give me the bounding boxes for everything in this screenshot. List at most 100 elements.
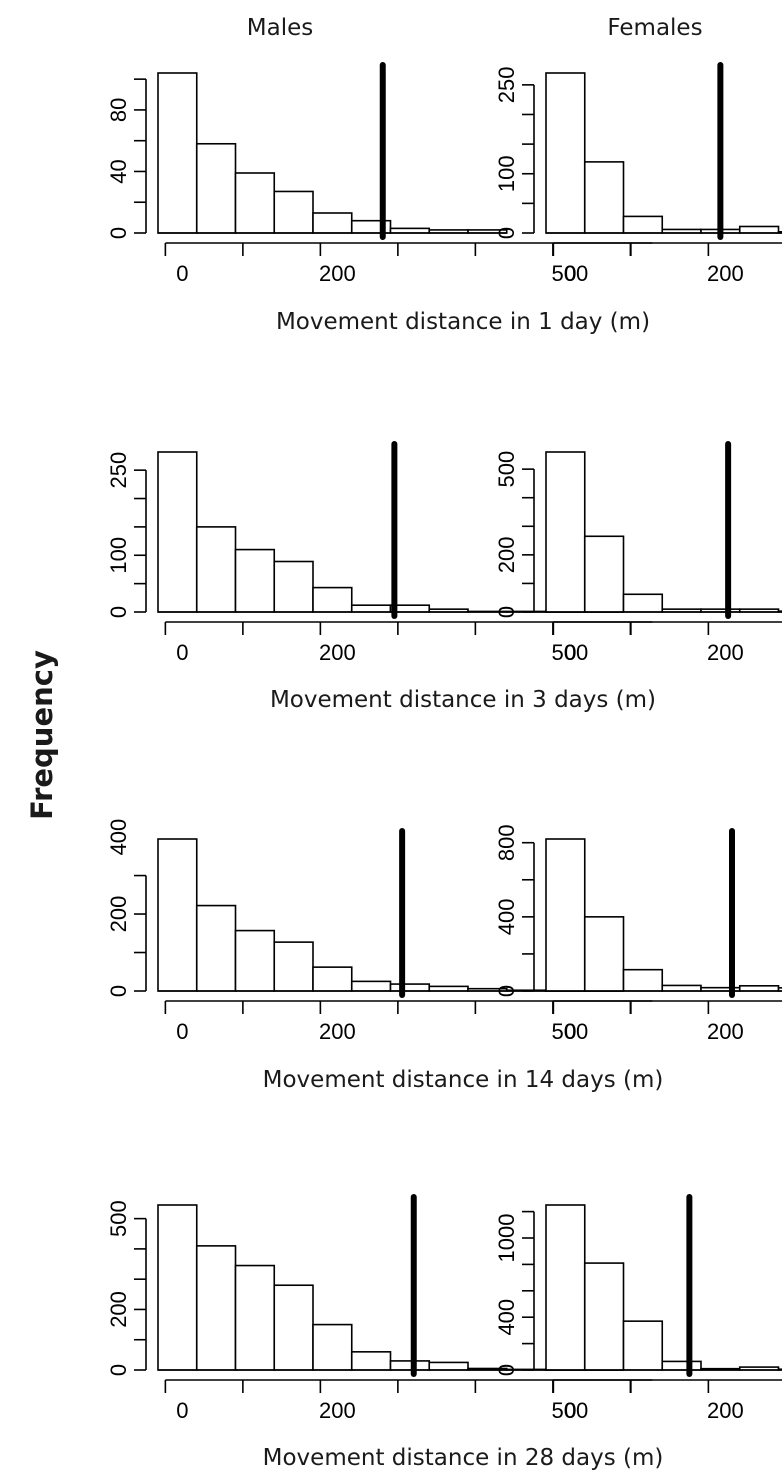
histogram-bar [350, 604, 392, 613]
column-title-females: Females [607, 15, 702, 41]
histogram-bar [234, 548, 276, 613]
x-tick-label: 200 [707, 1019, 744, 1044]
y-tick-label: 500 [494, 451, 519, 488]
histogram-bar [583, 1262, 625, 1371]
y-tick-label: 200 [494, 536, 519, 573]
x-tick-label: 200 [707, 1398, 744, 1423]
histogram-bar [661, 984, 702, 992]
histogram-bar [389, 983, 431, 992]
histogram-bar [273, 941, 314, 992]
x-tick-label: 200 [319, 1398, 356, 1423]
histogram-bar [157, 1204, 198, 1371]
panel-5: 0 400 800 0 200 500 [494, 824, 782, 1044]
histogram-bar [545, 1204, 586, 1371]
histogram-bar [389, 1360, 431, 1371]
histogram-bar [234, 929, 276, 992]
histogram-bar [545, 451, 586, 613]
row-label-3-days: Movement distance in 3 days (m) [270, 687, 656, 713]
row-label-28-days: Movement distance in 28 days (m) [263, 1445, 664, 1471]
x-tick-label: 500 [552, 1398, 589, 1423]
y-tick-label: 0 [106, 606, 131, 618]
histogram-bar [312, 1323, 353, 1371]
x-tick-label: 500 [552, 1019, 589, 1044]
x-tick-label: 0 [564, 1398, 576, 1423]
x-tick-label: 500 [552, 640, 589, 665]
y-tick-label: 400 [106, 819, 131, 856]
x-tick-label: 0 [564, 640, 576, 665]
y-tick-label: 800 [494, 824, 519, 861]
histogram-bar [545, 72, 586, 234]
y-tick-label: 0 [494, 985, 519, 997]
y-tick-label: 1000 [494, 1214, 519, 1263]
panel-1: 0 100 250 0 200 500 [494, 62, 782, 286]
histogram-bar [583, 161, 625, 234]
panels-group: 0408002005000100250020050001002500200500… [106, 62, 782, 1423]
histogram-bar [195, 526, 237, 613]
x-tick-label: 0 [176, 1398, 188, 1423]
column-title-males: Males [247, 15, 313, 41]
histogram-bar [195, 142, 237, 234]
x-tick-label: 500 [552, 261, 589, 286]
histogram-bar [157, 72, 198, 234]
histogram-bar [661, 1360, 702, 1371]
y-tick-label: 0 [106, 985, 131, 997]
y-tick-label: 0 [494, 606, 519, 618]
histogram-bar [622, 593, 664, 613]
x-tick-label: 200 [707, 261, 744, 286]
histogram-bar [738, 225, 780, 234]
row-label-1-day: Movement distance in 1 day (m) [276, 309, 650, 335]
y-tick-label: 400 [494, 1299, 519, 1336]
y-tick-label: 40 [106, 159, 131, 183]
histogram-bar [622, 1320, 664, 1371]
histogram-bar [195, 904, 237, 992]
histogram-bar [234, 172, 276, 234]
y-tick-label: 250 [106, 452, 131, 489]
histogram-bar [350, 1351, 392, 1371]
histogram-bar [350, 980, 392, 992]
y-tick-label: 0 [106, 227, 131, 239]
row-label-14-days: Movement distance in 14 days (m) [263, 1067, 664, 1093]
histogram-bar [428, 1361, 469, 1371]
x-tick-label: 200 [319, 1019, 356, 1044]
x-tick-label: 200 [707, 640, 744, 665]
histogram-bar [777, 987, 782, 992]
x-tick-label: 0 [176, 1019, 188, 1044]
y-axis-title: Frequency [25, 650, 59, 820]
x-tick-label: 0 [564, 261, 576, 286]
y-tick-label: 0 [106, 1364, 131, 1376]
histogram-bar [312, 586, 353, 613]
histogram-bar [273, 560, 314, 613]
x-tick-label: 200 [319, 640, 356, 665]
y-tick-label: 400 [494, 898, 519, 935]
histogram-bar [583, 916, 625, 992]
y-tick-label: 100 [106, 537, 131, 574]
histogram-bar [545, 838, 586, 992]
histogram-bar [157, 451, 198, 613]
panel-4: 0 200 400 0 200 500 [106, 819, 653, 1044]
x-tick-label: 200 [319, 261, 356, 286]
histogram-bar [157, 838, 198, 992]
y-tick-label: 250 [494, 66, 519, 103]
y-tick-label: 100 [494, 155, 519, 192]
histogram-bar [195, 1245, 237, 1371]
y-tick-label: 0 [494, 227, 519, 239]
histogram-bar [273, 1284, 314, 1371]
panel-7: 0 400 1000 0 200 500 [494, 1194, 782, 1423]
panel-2: 0 100 250 0 200 500 [106, 441, 653, 665]
histogram-bar [312, 212, 353, 234]
histogram-bar [312, 966, 353, 992]
y-tick-label: 200 [106, 896, 131, 933]
x-tick-label: 0 [564, 1019, 576, 1044]
histogram-bar [273, 190, 314, 234]
histogram-bar [622, 968, 664, 992]
y-tick-label: 500 [106, 1200, 131, 1237]
histogram-bar [583, 535, 625, 613]
x-tick-label: 0 [176, 640, 188, 665]
y-tick-label: 200 [106, 1291, 131, 1328]
y-tick-label: 0 [494, 1364, 519, 1376]
y-tick-label: 80 [106, 98, 131, 122]
x-tick-label: 0 [176, 261, 188, 286]
